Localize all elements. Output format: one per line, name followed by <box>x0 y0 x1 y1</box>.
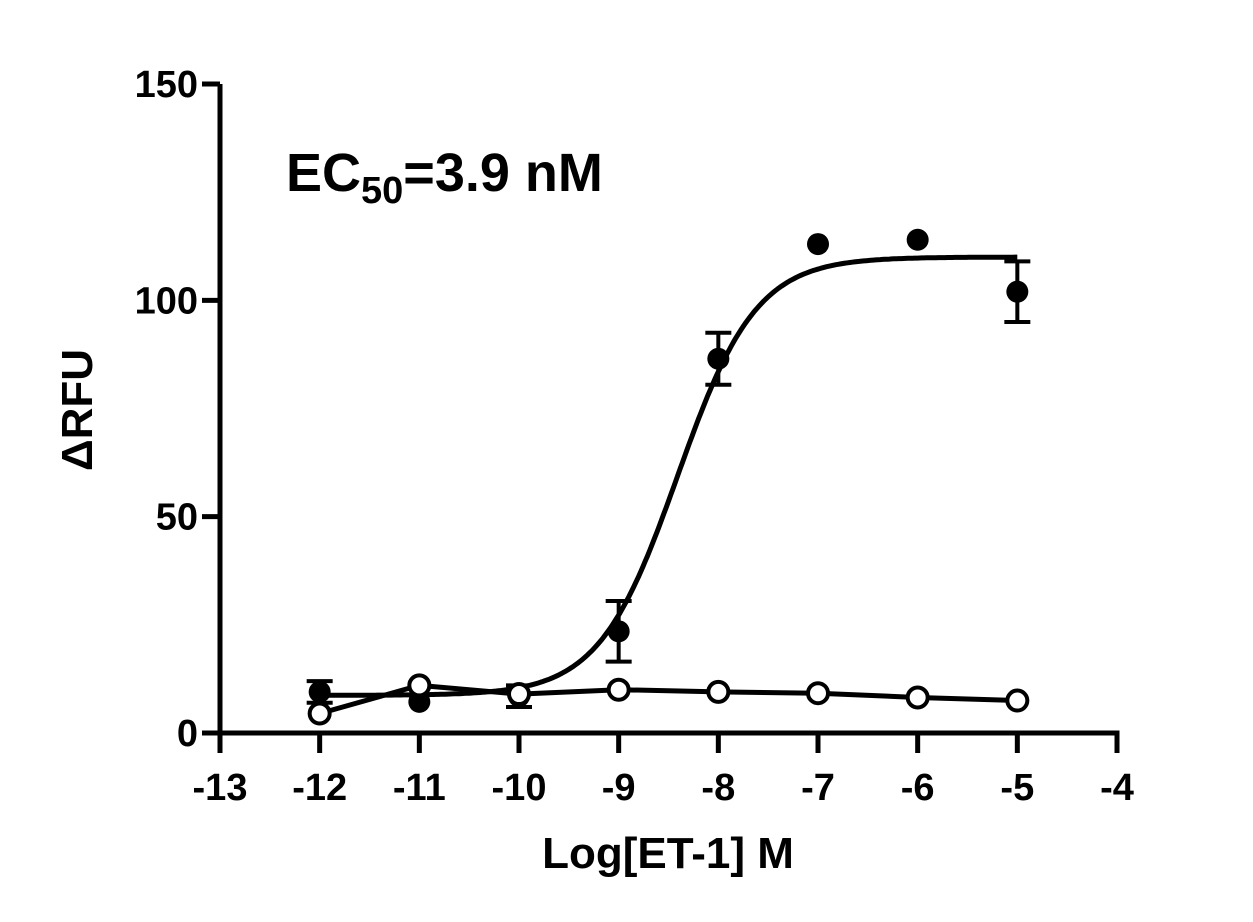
axes: 0 50 100 150 -13 -12 -11 -10 -9 -8 -7 -6 -5 -4 <box>135 64 1134 809</box>
data-point-open <box>407 673 432 698</box>
data-point-filled <box>906 228 929 251</box>
data-points <box>306 228 1031 726</box>
x-tick-label: -9 <box>602 767 636 809</box>
x-tick-label: -13 <box>193 767 248 809</box>
x-tick-label: -4 <box>1100 767 1134 809</box>
y-tick-label: 50 <box>156 497 198 539</box>
data-point-open <box>307 701 332 726</box>
data-point-filled <box>807 233 829 256</box>
x-tick-label: -6 <box>901 767 935 809</box>
ec50-annotation-sub: 50 <box>361 170 403 212</box>
y-tick-label: 100 <box>135 280 198 322</box>
data-point-open <box>706 679 731 704</box>
data-point-filled <box>408 690 431 713</box>
fit-curve-series-2 <box>319 682 1018 716</box>
fit-curves <box>319 254 1018 716</box>
y-axis-title: ΔRFU <box>53 349 102 471</box>
x-tick-label: -11 <box>393 767 446 809</box>
fit-curve-series-1 <box>319 254 1018 698</box>
data-point-open <box>806 681 830 706</box>
x-tick-label: -10 <box>492 767 547 809</box>
data-point-filled <box>707 347 730 370</box>
data-point-open <box>507 682 531 707</box>
data-point-open <box>905 685 930 710</box>
data-point-open <box>606 677 631 702</box>
x-tick-label: -5 <box>1000 767 1034 809</box>
x-tick-label: -8 <box>701 767 735 809</box>
data-point-filled <box>607 620 630 643</box>
x-tick-label: -12 <box>292 767 347 809</box>
data-point-filled <box>1006 280 1029 303</box>
data-point-open <box>1005 688 1030 713</box>
y-tick-label: 150 <box>135 64 198 106</box>
y-tick-label: 0 <box>177 713 198 755</box>
data-point-filled <box>308 680 331 703</box>
ec50-annotation-rest: =3.9 nM <box>403 143 603 203</box>
x-axis-title: Log[ET-1] M <box>542 829 794 878</box>
ec50-annotation: EC50=3.9 nM <box>286 143 603 212</box>
ec50-annotation-main: EC <box>286 143 361 203</box>
x-tick-label: -7 <box>801 767 835 809</box>
